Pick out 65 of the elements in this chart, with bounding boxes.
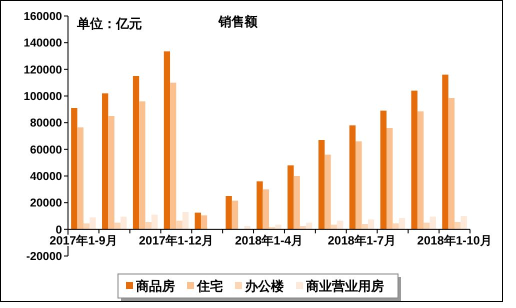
legend-label: 办公楼: [244, 278, 285, 294]
y-tick-label: -20000: [26, 251, 62, 264]
x-tick-label: 2018年1-7月: [328, 233, 396, 248]
bar: [448, 98, 455, 230]
bar: [139, 101, 146, 230]
bar: [288, 165, 294, 230]
bar: [460, 216, 467, 230]
bar: [77, 127, 84, 230]
bar: [306, 222, 312, 230]
y-tick-label: 20000: [30, 198, 62, 210]
bar: [226, 196, 232, 230]
bar: [386, 128, 393, 230]
legend-label: 商品房: [135, 278, 175, 294]
x-tick-label: 2018年1-4月: [234, 233, 304, 248]
bar: [454, 222, 461, 230]
bar: [411, 90, 418, 230]
bar: [256, 181, 263, 230]
bar: [349, 125, 356, 230]
bar: [430, 216, 436, 230]
bar: [356, 141, 362, 230]
bar: [176, 220, 182, 230]
bar: [392, 223, 399, 230]
y-tick-label: 40000: [30, 171, 62, 184]
bar: [120, 216, 127, 230]
legend-label: 住宅: [196, 278, 223, 294]
bar: [442, 74, 448, 230]
bar: [398, 218, 406, 230]
bar: [417, 111, 424, 230]
chart-title: 销售额: [218, 14, 258, 29]
bar: [330, 224, 338, 230]
bar: [424, 222, 430, 230]
bar: [132, 76, 140, 230]
x-tick-label: 2017年1-12月: [138, 233, 214, 248]
bar: [318, 140, 325, 230]
bar: [362, 224, 368, 230]
y-tick-label: 160000: [24, 11, 62, 24]
bar: [275, 224, 282, 230]
bar: [114, 222, 121, 230]
annotation: 单位：亿元: [76, 16, 142, 31]
bar: [145, 222, 152, 230]
bar: [200, 215, 208, 230]
bar: [164, 51, 170, 230]
bar: [294, 176, 300, 230]
bar: [368, 219, 374, 230]
y-tick-label: 120000: [24, 64, 62, 76]
bar: [71, 108, 78, 230]
bar: [170, 82, 176, 230]
y-tick-label: 60000: [30, 144, 62, 156]
y-tick-label: 0: [56, 224, 62, 236]
bar: [90, 217, 96, 230]
bar: [108, 116, 114, 230]
y-tick-label: 100000: [24, 91, 62, 104]
legend-label: 商业营业用房: [305, 278, 384, 294]
bar: [337, 220, 344, 230]
bar: [194, 212, 201, 230]
bar: [232, 200, 238, 230]
y-tick-label: 140000: [24, 38, 62, 50]
bar: [262, 189, 269, 230]
bar: [324, 154, 331, 230]
x-tick-label: 2018年1-10月: [417, 233, 492, 248]
bar: [182, 212, 189, 230]
bar: [151, 214, 158, 230]
bar: [102, 93, 108, 230]
y-tick-label: 80000: [30, 118, 62, 130]
bar: [380, 110, 387, 230]
